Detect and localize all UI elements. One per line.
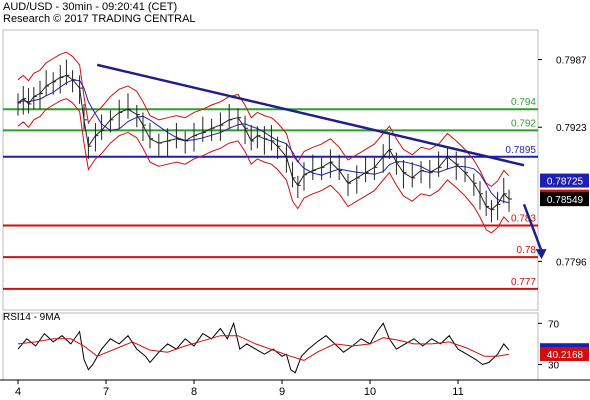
price-tick-label: 0.7796 (556, 257, 587, 268)
price-tick-label: 0.7987 (556, 56, 587, 67)
rsi-tick-label: 30 (548, 361, 560, 372)
price-marker-box (540, 173, 589, 188)
price-marker-box (540, 192, 589, 207)
day-label: 11 (452, 386, 463, 398)
rsi-panel-border (2, 312, 539, 381)
day-label: 8 (191, 386, 197, 398)
price-marker-label: 0.78549 (547, 195, 584, 206)
bollinger-bands (17, 51, 510, 234)
price-axis: 0.7987 0.7923 0.7796 (538, 56, 587, 268)
chart-title: AUD/USD - 30min - 09:20:41 (CET) (3, 1, 178, 13)
day-label: 4 (15, 386, 21, 398)
rsi-series (17, 321, 510, 374)
rsi-marker-label: 40.2168 (547, 350, 584, 361)
price-close-line (17, 74, 510, 211)
rsi-ma-line (17, 335, 510, 361)
rsi-tick-label: 70 (548, 319, 560, 330)
rsi-marker-box (540, 347, 589, 362)
chart-copyright: Research © 2017 TRADING CENTRAL (3, 13, 196, 25)
arrow-head (535, 249, 547, 260)
upper-band (17, 51, 510, 188)
forecast-arrow (522, 203, 547, 260)
level-label: 0.783 (511, 213, 536, 224)
level-label: 0.78 (517, 245, 537, 256)
level-label: 0.792 (511, 118, 536, 129)
trendline (96, 63, 525, 167)
price-marker-label: 0.78725 (547, 177, 584, 188)
arrow-shaft (522, 203, 543, 252)
level-label: 0.777 (511, 277, 536, 288)
price-panel-frame (2, 29, 539, 311)
day-label: 7 (103, 386, 109, 398)
rsi-markers: 43.894440.2168 (540, 343, 589, 362)
rsi-line (17, 321, 510, 374)
rsi-axis: 70 30 (538, 319, 560, 372)
descending-trendline (96, 63, 525, 167)
time-axis: 4 7 8 9 10 11 (0, 379, 590, 398)
price-series (17, 59, 513, 223)
price-panel-border (2, 29, 539, 311)
lower-band (17, 98, 510, 234)
rsi-title: RSI14 - 9MA (3, 312, 61, 323)
day-label: 10 (364, 386, 376, 398)
support-resistance-lines: 0.794 0.792 0.7895 0.783 0.78 0.777 (3, 97, 538, 290)
level-label: 0.794 (511, 97, 536, 108)
day-label: 9 (279, 386, 285, 398)
level-label: 0.7895 (505, 145, 536, 156)
rsi-panel-frame (2, 312, 539, 381)
price-tick-label: 0.7923 (556, 123, 587, 134)
